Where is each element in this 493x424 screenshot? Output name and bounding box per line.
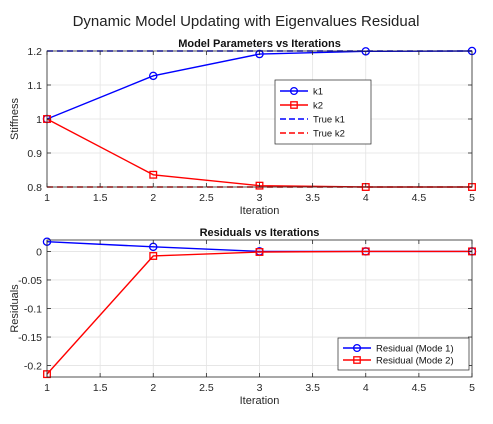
x-tick-label: 1.5 [93,192,108,204]
x-tick-label: 1.5 [93,382,108,394]
legend-marker [289,86,299,96]
legend-marker [352,343,362,353]
legend: k1 k2 True k1 True k2 [274,79,372,145]
data-point [149,252,158,260]
x-tick-label: 5 [469,192,475,204]
y-axis-label: Residuals [9,284,21,333]
x-tick-label: 3 [257,382,263,394]
figure-title: Dynamic Model Updating with Eigenvalues … [73,13,420,30]
x-tick-label: 4.5 [412,382,427,394]
x-tick-label: 4 [363,382,369,394]
y-tick-label: 0 [36,246,42,258]
y-axis-label: Stiffness [9,98,21,140]
legend-box [337,337,470,371]
data-point [255,181,264,190]
x-tick-label: 1 [44,192,50,204]
x-tick-label: 3.5 [305,382,320,394]
y-tick-label: -0.1 [24,304,42,316]
legend-label: True k2 [313,129,345,140]
x-tick-label: 3 [257,192,263,204]
legend-marker [353,356,361,364]
x-tick-label: 4.5 [412,192,427,204]
data-point [148,71,158,81]
x-tick-label: 2 [150,192,156,204]
x-axis-label: Iteration [240,395,280,407]
x-tick-label: 3.5 [305,192,320,204]
legend-label: Residual (Mode 2) [376,356,454,367]
x-tick-label: 2.5 [199,382,214,394]
y-tick-label: 0.8 [27,182,42,194]
y-tick-label: -0.05 [18,275,42,287]
panel-title: Residuals vs Iterations [200,227,320,239]
legend-marker [290,101,298,109]
legend: Residual (Mode 1)Residual (Mode 2) [337,337,470,371]
data-point [255,248,264,256]
residuals-panel: 1 1.5 2 2.5 3 3.5 4 4.5 5 -0.2 -0.15 -0.1 -0.05 0 Resi… [9,227,477,407]
series-line-residual-mode-2 [46,250,472,375]
y-tick-label: 1.2 [27,46,42,58]
legend-label: k2 [313,101,323,112]
panel-title: Model Parameters vs Iterations [178,38,341,50]
y-tick-label: -0.2 [24,361,42,373]
x-axis-label: Iteration [240,205,280,217]
data-point [361,247,370,256]
y-tick-label: -0.15 [18,332,42,344]
y-tick-label: 0.9 [27,148,42,160]
y-tick-label: 1.1 [27,80,42,92]
x-tick-label: 2 [150,382,156,394]
x-tick-label: 1 [44,382,50,394]
x-tick-label: 2.5 [199,192,214,204]
x-tick-label: 5 [469,382,475,394]
legend-label: True k1 [313,115,345,126]
x-tick-label: 4 [363,192,369,204]
legend-label: Residual (Mode 1) [376,344,454,355]
data-point [149,170,158,179]
legend-label: k1 [313,87,323,98]
parameters-panel: 1 1.5 2 2.5 3 3.5 4 4.5 5 0.8 0.9 1 1.1 1.2 Model Para… [9,38,477,217]
y-tick-label: 1 [36,114,42,126]
